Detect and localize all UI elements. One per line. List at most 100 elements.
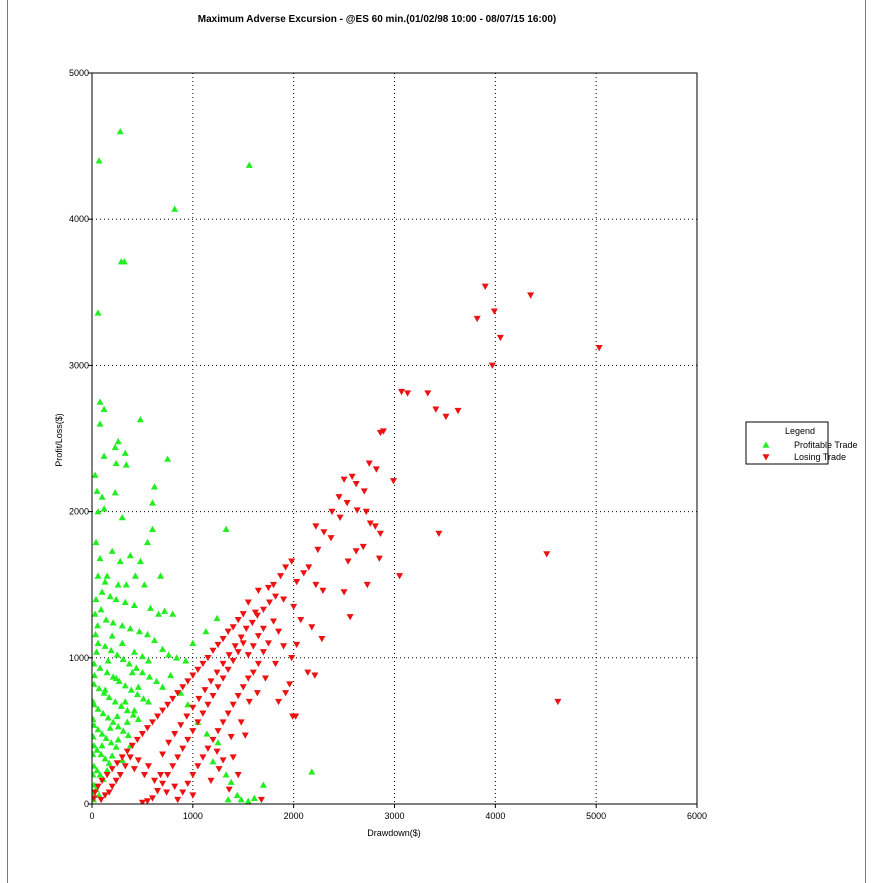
profitable-trade-point: [139, 695, 147, 702]
profitable-trade-point: [151, 636, 159, 644]
x-axis-label: Drawdown($): [367, 828, 421, 838]
losing-trade-point: [442, 413, 450, 421]
profitable-trade-point: [111, 489, 119, 496]
profitable-trade-point: [100, 405, 108, 413]
profitable-trade-point: [107, 646, 115, 654]
losing-trade-point: [199, 660, 207, 668]
losing-trade-point: [184, 780, 192, 788]
profitable-trade-point: [92, 698, 97, 705]
losing-trade-point: [297, 616, 305, 624]
losing-trade-point: [239, 684, 247, 691]
profitable-trade-point: [114, 736, 122, 743]
losing-trade-point: [130, 766, 138, 773]
profitable-trade-point: [118, 622, 126, 629]
profitable-trade-point: [128, 668, 136, 676]
legend-title: Legend: [785, 426, 815, 436]
losing-trade-point: [229, 657, 237, 665]
profitable-trade-point: [97, 606, 105, 613]
losing-trade-point: [312, 581, 320, 589]
losing-trade-point: [149, 795, 156, 802]
profitable-trade-point: [102, 734, 110, 742]
profitable-trade-point: [92, 471, 99, 478]
losing-trade-point: [543, 551, 551, 558]
losing-trade-point: [224, 710, 232, 717]
profitable-trade-point: [136, 557, 144, 565]
losing-trade-point: [290, 603, 298, 611]
profitable-trade-point: [127, 686, 135, 693]
profitable-trade-point: [138, 668, 146, 676]
losing-trade-point: [272, 660, 280, 668]
losing-trade-point: [293, 578, 301, 586]
losing-trade-point: [143, 798, 151, 804]
profitable-trade-point: [189, 639, 197, 646]
profitable-trade-point: [161, 607, 169, 614]
legend-marker-profitable: [762, 441, 770, 448]
losing-trade-point: [490, 308, 498, 315]
profitable-trade-point: [108, 752, 116, 759]
profitable-trade-point: [120, 258, 128, 265]
profitable-trade-point: [259, 781, 267, 788]
profitable-trade-point: [93, 766, 101, 774]
profitable-trade-point: [182, 657, 190, 664]
profitable-trade-point: [143, 538, 151, 546]
losing-trade-point: [204, 655, 212, 662]
losing-trade-point: [318, 635, 326, 643]
losing-trade-point: [213, 669, 221, 676]
profitable-trade-point: [308, 768, 316, 775]
losing-trade-point: [396, 573, 404, 580]
profitable-trade-point: [94, 639, 102, 646]
profitable-trade-point: [146, 604, 154, 611]
profitable-trade-point: [101, 686, 109, 693]
profitable-trade-point: [116, 127, 124, 135]
losing-trade-point: [319, 587, 327, 595]
losing-trade-point: [229, 624, 237, 631]
losing-trade-point: [214, 641, 222, 649]
losing-trade-point: [219, 719, 227, 726]
x-tick-label: 4000: [485, 811, 505, 821]
losing-trade-point: [264, 640, 272, 647]
losing-trade-point: [184, 736, 192, 744]
losing-trade-point: [353, 507, 361, 514]
grid-lines: [92, 73, 697, 804]
profitable-trade-point: [95, 157, 103, 164]
profitable-trade-point: [103, 766, 111, 774]
losing-trade-point: [280, 596, 288, 603]
profitable-trade-point: [105, 693, 113, 701]
profitable-trade-point: [203, 730, 211, 737]
losing-trade-point: [219, 660, 227, 668]
losing-trade-point: [432, 406, 440, 413]
profitable-trade-point: [244, 797, 252, 804]
profitable-trade-point: [100, 505, 108, 512]
losing-trade-point: [254, 633, 262, 640]
profitable-trade-point: [245, 161, 253, 168]
profitable-trade-point: [144, 698, 152, 705]
profitable-trade-point: [122, 461, 130, 468]
losing-trade-point: [179, 684, 187, 691]
profitable-trade-point: [101, 578, 109, 585]
losing-trade-point: [204, 745, 212, 752]
profitable-trade-point: [124, 731, 132, 739]
losing-trade-point: [360, 488, 368, 495]
data-points: [92, 127, 603, 804]
profitable-trade-point: [92, 630, 100, 638]
losing-trade-point: [164, 701, 172, 709]
losing-trade-point: [311, 672, 319, 679]
profitable-trade-point: [98, 493, 106, 500]
losing-trade-point: [101, 792, 109, 799]
losing-trade-point: [159, 780, 167, 788]
profitable-trade-point: [114, 437, 122, 445]
profitable-trade-point: [134, 683, 142, 690]
losing-trade-point: [159, 751, 167, 758]
profitable-trade-point: [102, 616, 110, 623]
profitable-trade-point: [135, 627, 143, 635]
profitable-trade-point: [131, 572, 139, 579]
losing-trade-point: [113, 760, 121, 767]
losing-trade-point: [348, 473, 356, 481]
losing-trade-point: [219, 757, 227, 764]
profitable-trade-point: [130, 648, 138, 655]
profitable-trade-point: [123, 706, 131, 714]
profitable-trade-point: [92, 671, 99, 679]
losing-trade-point: [481, 283, 489, 290]
losing-trade-point: [174, 796, 182, 804]
losing-trade-point: [224, 666, 232, 673]
